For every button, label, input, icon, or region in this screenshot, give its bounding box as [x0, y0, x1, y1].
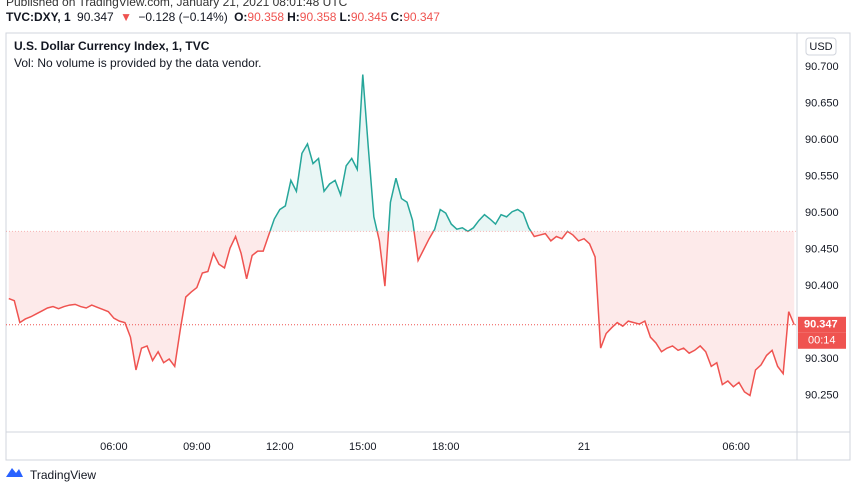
x-tick-label: 12:00 [266, 441, 294, 453]
currency[interactable]: USD [809, 41, 832, 53]
ohlc-value: 90.358 [247, 10, 285, 24]
last-price-label: 90.347 [804, 319, 838, 331]
x-tick-label: 21 [578, 441, 590, 453]
line-down [8, 231, 795, 397]
x-tick-label: 06:00 [100, 441, 128, 453]
change: −0.128 (−0.14%) [138, 10, 228, 24]
x-tick-label: 06:00 [722, 441, 750, 453]
y-tick-label: 90.300 [805, 353, 839, 365]
logo-icon [6, 468, 23, 477]
arrow: ▼ [120, 10, 132, 24]
y-tick-label: 90.450 [805, 244, 839, 256]
y-tick-label: 90.600 [805, 134, 839, 146]
currency-box[interactable] [805, 37, 837, 56]
ohlc-label: H: [287, 10, 300, 24]
ohlc-value: 90.347 [403, 10, 440, 24]
y-tick-label: 90.650 [805, 98, 839, 110]
last-price-box [798, 316, 846, 333]
chart-title: U.S. Dollar Currency Index, 1, TVC [14, 39, 210, 53]
x-tick-label: 09:00 [183, 441, 211, 453]
y-tick-label: 90.700 [805, 61, 839, 73]
ohlc-label: C: [390, 10, 404, 24]
ohlc-label: O: [234, 10, 248, 24]
countdown-label: 00:14 [808, 335, 836, 347]
logo: TradingView [6, 468, 96, 482]
x-tick-label: 15:00 [349, 441, 377, 453]
ohlc-label: L: [339, 10, 351, 24]
symbol: TVC:DXY, 1 [6, 10, 71, 24]
logo-text: TradingView [30, 468, 96, 482]
chart-subtitle: Vol: No volume is provided by the data v… [14, 56, 261, 70]
frame [5, 32, 851, 461]
line-up [269, 74, 569, 232]
x-tick-label: 18:00 [432, 441, 460, 453]
y-tick-label: 90.250 [805, 389, 839, 401]
countdown-box [798, 332, 846, 349]
symbol-line: TVC:DXY, 1 90.347 ▼ −0.128 (−0.14%) O:90… [6, 10, 446, 24]
area-down [8, 231, 795, 396]
last-price: 90.347 [77, 10, 114, 24]
published-line: Published on TradingView.com, January 21… [6, 0, 348, 9]
y-tick-label: 90.550 [805, 171, 839, 183]
ohlc-value: 90.345 [350, 10, 388, 24]
area-up [269, 74, 532, 232]
y-tick-label: 90.400 [805, 280, 839, 292]
ohlc: O:90.358 H:90.358 L:90.345 C:90.347 [234, 10, 443, 24]
y-tick-label: 90.500 [805, 207, 839, 219]
ohlc-value: 90.358 [299, 10, 337, 24]
